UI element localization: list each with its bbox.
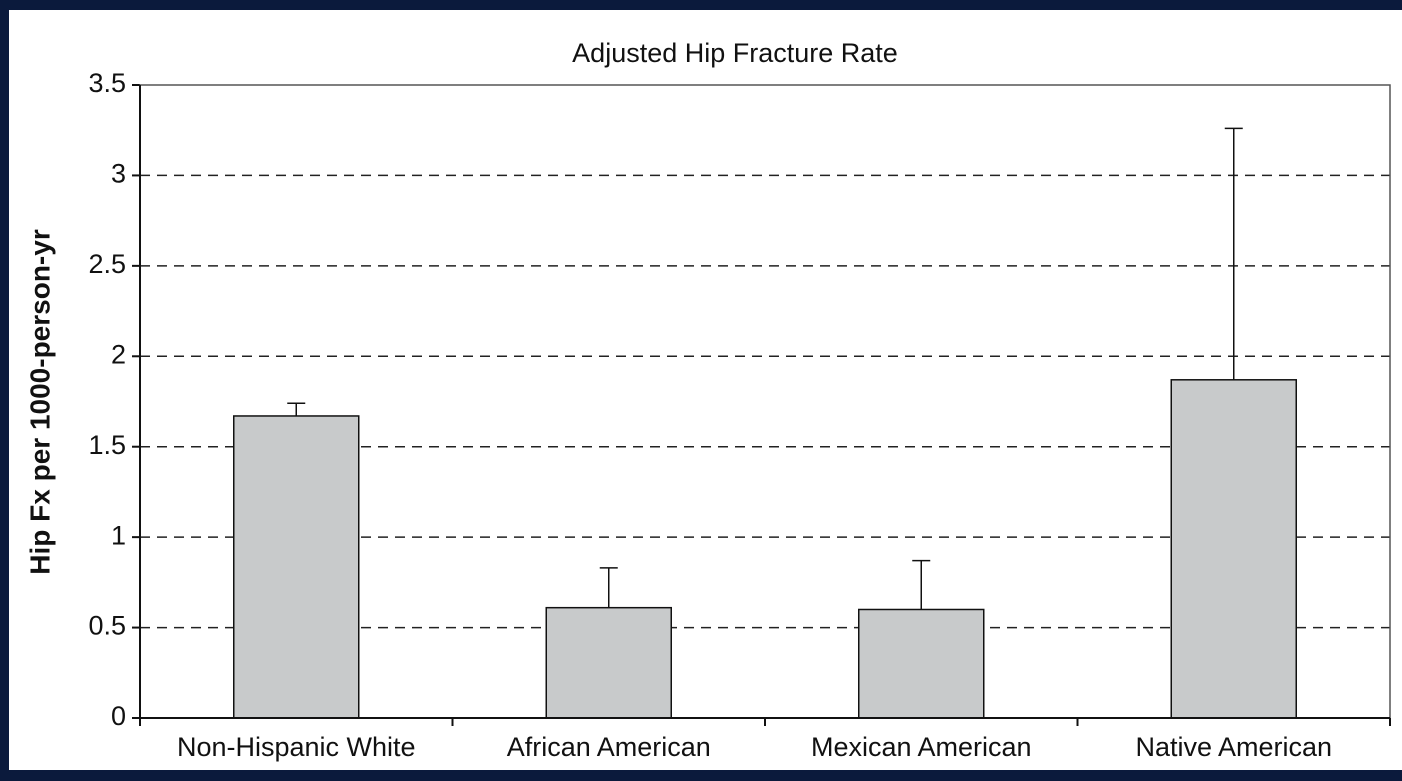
error-bar [912,559,931,610]
y-tick-label: 0.5 [88,611,126,641]
x-tick-label: Non-Hispanic White [177,732,416,762]
bar [545,606,672,719]
y-tick-label: 1 [111,520,126,550]
x-tick-label: Native American [1135,732,1332,762]
x-tick-label: African American [507,732,711,762]
error-bar [1224,127,1243,380]
error-bar [599,567,618,608]
chart-title: Adjusted Hip Fracture Rate [572,38,898,68]
y-tick-label: 0 [111,701,126,731]
y-tick-label: 3 [111,159,126,189]
y-axis-label: Hip Fx per 1000-person-yr [24,229,55,575]
x-tick-label: Mexican American [811,732,1032,762]
error-bar [287,402,306,416]
y-tick-label: 2 [111,339,126,369]
y-tick-label: 2.5 [88,249,126,279]
bar [233,415,360,719]
y-tick-label: 3.5 [88,68,126,98]
bar [1170,379,1297,719]
bar [858,608,985,719]
y-tick-label: 1.5 [88,430,126,460]
